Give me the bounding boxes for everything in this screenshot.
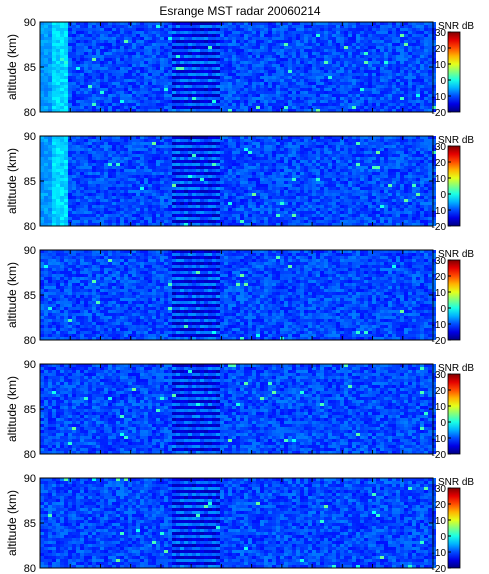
- colorbar-tick-label: 20: [435, 500, 447, 511]
- colorbar-tick-label: 0: [440, 76, 446, 87]
- colorbar-tick-label: -10: [432, 548, 447, 559]
- colorbar-tick-label: 30: [435, 28, 447, 39]
- y-axis-label: altitude (km): [5, 34, 19, 100]
- colorbar-tick-label: 0: [440, 304, 446, 315]
- colorbar-tick-label: 30: [435, 370, 447, 381]
- colorbar-tick-label: -10: [432, 206, 447, 217]
- colorbar-tick-label: 20: [435, 44, 447, 55]
- colorbar-tick-label: 0: [440, 418, 446, 429]
- colorbar-tick-label: 20: [435, 386, 447, 397]
- colorbar-tick-label: 10: [435, 402, 447, 413]
- colorbar-tick-label: -20: [432, 222, 447, 233]
- y-tick-label: 80: [24, 221, 36, 233]
- y-axis-label: altitude (km): [5, 148, 19, 214]
- colorbar-label: SNR dB: [438, 249, 474, 260]
- colorbar-tick-label: 0: [440, 190, 446, 201]
- colorbar: [447, 145, 461, 227]
- y-tick-label: 80: [24, 563, 36, 574]
- colorbar-tick-label: -10: [432, 320, 447, 331]
- y-tick-label: 80: [24, 335, 36, 347]
- colorbar-label: SNR dB: [438, 477, 474, 488]
- y-tick-label: 80: [24, 107, 36, 119]
- colorbar-tick-label: -20: [432, 564, 447, 574]
- colorbar-tick-label: -20: [432, 336, 447, 347]
- y-tick-label: 85: [24, 176, 36, 188]
- colorbar-tick-label: -20: [432, 108, 447, 119]
- chart-title: Esrange MST radar 20060214: [159, 4, 321, 18]
- colorbar-tick-label: 20: [435, 272, 447, 283]
- y-tick-label: 85: [24, 518, 36, 530]
- colorbar-tick-label: 10: [435, 288, 447, 299]
- heatmap-cells: [40, 136, 436, 226]
- y-axis-label: altitude (km): [5, 490, 19, 556]
- colorbar-tick-label: -10: [432, 434, 447, 445]
- colorbar-tick-label: 20: [435, 158, 447, 169]
- y-axis-label: altitude (km): [5, 262, 19, 328]
- colorbar-label: SNR dB: [438, 135, 474, 146]
- heatmap-cells: [40, 478, 436, 568]
- y-axis-label: altitude (km): [5, 376, 19, 442]
- colorbar-label: SNR dB: [438, 363, 474, 374]
- colorbar-label: SNR dB: [438, 21, 474, 32]
- y-tick-label: 85: [24, 290, 36, 302]
- colorbar-tick-label: 10: [435, 60, 447, 71]
- y-tick-label: 90: [24, 245, 36, 257]
- y-tick-label: 90: [24, 17, 36, 29]
- heatmap-cells: [40, 22, 436, 112]
- y-tick-label: 85: [24, 62, 36, 74]
- colorbar-tick-label: -10: [432, 92, 447, 103]
- heatmap-cells: [40, 364, 436, 454]
- colorbar-tick-label: 30: [435, 256, 447, 267]
- y-tick-label: 90: [24, 473, 36, 485]
- colorbar-tick-label: 10: [435, 516, 447, 527]
- colorbar: [447, 31, 461, 113]
- colorbar-tick-label: 30: [435, 142, 447, 153]
- colorbar-tick-label: -20: [432, 450, 447, 461]
- heatmap-cells: [40, 250, 436, 340]
- colorbar-tick-label: 0: [440, 532, 446, 543]
- y-tick-label: 90: [24, 359, 36, 371]
- colorbar: [447, 259, 461, 341]
- y-tick-label: 85: [24, 404, 36, 416]
- colorbar-tick-label: 10: [435, 174, 447, 185]
- y-tick-label: 80: [24, 449, 36, 461]
- colorbar: [447, 373, 461, 455]
- colorbar-tick-label: 30: [435, 484, 447, 495]
- y-tick-label: 90: [24, 131, 36, 143]
- colorbar: [447, 487, 461, 569]
